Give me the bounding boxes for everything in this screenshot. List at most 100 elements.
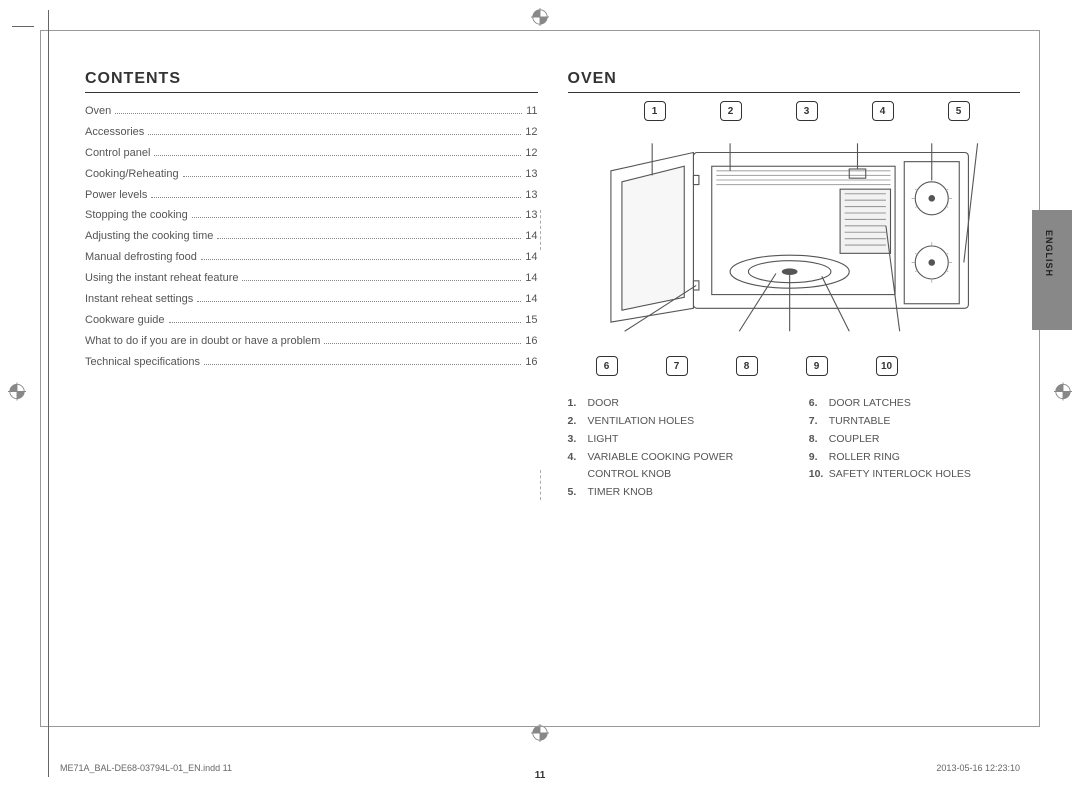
toc-dotted-leader	[197, 301, 521, 302]
top-callout-row: 1 2 3 4 5	[644, 101, 1021, 121]
callout-box: 2	[720, 101, 742, 121]
toc-row: Adjusting the cooking time14	[85, 226, 538, 247]
toc-row: Oven 11	[85, 101, 538, 122]
toc-dotted-leader	[151, 197, 521, 198]
crop-top-icon	[531, 8, 549, 31]
margin-tick	[12, 26, 34, 27]
part-label: SAFETY INTERLOCK HOLES	[829, 466, 971, 484]
toc-label: Accessories	[85, 122, 144, 143]
toc-row: Cookware guide 15	[85, 310, 538, 331]
toc-page: 14	[525, 289, 537, 310]
toc-row: Control panel12	[85, 143, 538, 164]
toc-page: 12	[525, 122, 537, 143]
part-number: 9.	[809, 449, 825, 467]
toc-label: Technical specifications	[85, 352, 200, 373]
margin-rule	[48, 10, 49, 777]
parts-list: 1.DOOR2.VENTILATION HOLES3.LIGHT4.VARIAB…	[568, 395, 1021, 502]
callout-box: 10	[876, 356, 898, 376]
part-number: 10.	[809, 466, 825, 484]
toc-row: Stopping the cooking 13	[85, 205, 538, 226]
toc-label: Power levels	[85, 185, 147, 206]
toc-page: 14	[525, 268, 537, 289]
oven-diagram-wrap: 1 2 3 4 5	[568, 101, 1021, 391]
toc-page: 15	[525, 310, 537, 331]
callout-box: 5	[948, 101, 970, 121]
toc-row: Power levels 13	[85, 185, 538, 206]
callout-box: 9	[806, 356, 828, 376]
part-label: ROLLER RING	[829, 449, 900, 467]
part-item: 6.DOOR LATCHES	[809, 395, 1020, 413]
content-area: CONTENTS Oven11Accessories12Control pane…	[85, 70, 1020, 757]
part-label: VARIABLE COOKING POWER CONTROL KNOB	[588, 449, 779, 485]
callout-box: 6	[596, 356, 618, 376]
toc-label: Oven	[85, 101, 111, 122]
crop-left-icon	[8, 382, 26, 405]
footer-file: ME71A_BAL-DE68-03794L-01_EN.indd 11	[60, 763, 232, 773]
part-number: 6.	[809, 395, 825, 413]
footer-timestamp: 2013-05-16 12:23:10	[936, 763, 1020, 773]
toc-dotted-leader	[324, 343, 521, 344]
toc-dotted-leader	[148, 134, 521, 135]
language-label: ENGLISH	[1044, 230, 1054, 277]
callout-box: 1	[644, 101, 666, 121]
toc-row: Instant reheat settings14	[85, 289, 538, 310]
part-label: TURNTABLE	[829, 413, 891, 431]
toc-label: Stopping the cooking	[85, 205, 188, 226]
part-item: 2.VENTILATION HOLES	[568, 413, 779, 431]
part-number: 7.	[809, 413, 825, 431]
parts-left-col: 1.DOOR2.VENTILATION HOLES3.LIGHT4.VARIAB…	[568, 395, 779, 502]
footer: ME71A_BAL-DE68-03794L-01_EN.indd 11 2013…	[60, 763, 1020, 773]
part-item: 5.TIMER KNOB	[568, 484, 779, 502]
toc-label: Control panel	[85, 143, 150, 164]
part-item: 4.VARIABLE COOKING POWER CONTROL KNOB	[568, 449, 779, 485]
oven-diagram	[568, 125, 1021, 345]
part-label: VENTILATION HOLES	[588, 413, 695, 431]
toc-dotted-leader	[169, 322, 522, 323]
parts-right-col: 6.DOOR LATCHES7.TURNTABLE8.COUPLER9.ROLL…	[809, 395, 1020, 502]
toc-page: 16	[525, 352, 537, 373]
callout-box: 3	[796, 101, 818, 121]
toc-page: 13	[525, 185, 537, 206]
toc-dotted-leader	[183, 176, 522, 177]
callout-box: 8	[736, 356, 758, 376]
toc-label: Cookware guide	[85, 310, 165, 331]
part-item: 3.LIGHT	[568, 431, 779, 449]
contents-heading: CONTENTS	[85, 70, 538, 93]
oven-column: OVEN 1 2 3 4 5	[568, 70, 1021, 757]
part-number: 2.	[568, 413, 584, 431]
callout-box: 4	[872, 101, 894, 121]
part-item: 10.SAFETY INTERLOCK HOLES	[809, 466, 1020, 484]
language-tab: ENGLISH	[1032, 210, 1072, 330]
part-item: 9.ROLLER RING	[809, 449, 1020, 467]
part-label: COUPLER	[829, 431, 880, 449]
part-label: TIMER KNOB	[588, 484, 653, 502]
toc-row: Cooking/Reheating13	[85, 164, 538, 185]
toc-page: 13	[525, 205, 537, 226]
crop-right-icon	[1054, 382, 1072, 405]
part-number: 5.	[568, 484, 584, 502]
toc-page: 14	[525, 226, 537, 247]
oven-heading: OVEN	[568, 70, 1021, 93]
part-label: LIGHT	[588, 431, 619, 449]
part-label: DOOR LATCHES	[829, 395, 911, 413]
part-number: 4.	[568, 449, 584, 485]
toc-page: 11	[526, 101, 537, 122]
contents-column: CONTENTS Oven11Accessories12Control pane…	[85, 70, 538, 757]
toc-row: Accessories 12	[85, 122, 538, 143]
toc-row: What to do if you are in doubt or have a…	[85, 331, 538, 352]
toc-label: Manual defrosting food	[85, 247, 197, 268]
part-label: DOOR	[588, 395, 620, 413]
bottom-callout-row: 6 7 8 9 10	[596, 356, 1021, 376]
part-number: 8.	[809, 431, 825, 449]
toc-label: Using the instant reheat feature	[85, 268, 238, 289]
toc-page: 16	[525, 331, 537, 352]
part-number: 3.	[568, 431, 584, 449]
part-item: 1.DOOR	[568, 395, 779, 413]
toc-dotted-leader	[201, 259, 521, 260]
callout-box: 7	[666, 356, 688, 376]
toc-dotted-leader	[154, 155, 521, 156]
toc-label: Cooking/Reheating	[85, 164, 179, 185]
page: CONTENTS Oven11Accessories12Control pane…	[0, 0, 1080, 787]
toc-dotted-leader	[115, 113, 522, 114]
part-item: 8.COUPLER	[809, 431, 1020, 449]
